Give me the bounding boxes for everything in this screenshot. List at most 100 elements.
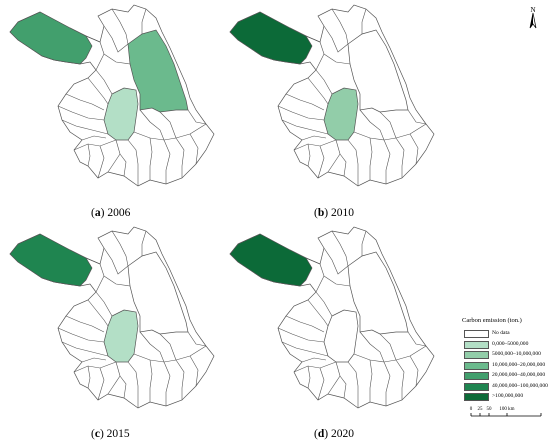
county-boundary: [307, 143, 311, 167]
legend-swatch: [464, 393, 489, 401]
county-boundary: [301, 135, 327, 141]
county-boundary: [409, 355, 419, 387]
region-huaian-south: [103, 309, 139, 363]
county-boundary: [73, 361, 117, 373]
map-panel-c: [0, 222, 228, 422]
county-boundary: [323, 247, 349, 275]
region-xuzhou: [9, 233, 93, 287]
county-boundary: [331, 8, 349, 45]
county-boundary: [95, 291, 113, 317]
county-boundary: [317, 145, 325, 179]
county-boundary: [277, 327, 325, 343]
north-arrow: N: [523, 4, 543, 30]
region-yancheng: [127, 29, 189, 113]
caption-d-year: 2020: [330, 428, 354, 440]
county-boundary: [81, 135, 107, 141]
county-boundary: [107, 361, 121, 395]
legend-item: >100,000,000: [462, 393, 550, 402]
county-boundary: [409, 133, 419, 165]
legend-label: 5000,000–10,000,000: [492, 351, 541, 357]
county-boundary: [159, 333, 177, 361]
map-panel-a: [0, 0, 228, 200]
region-huaian-south: [323, 87, 359, 141]
county-boundary: [163, 139, 171, 184]
map-2006: [9, 4, 215, 187]
county-boundary: [149, 137, 153, 180]
county-boundary: [395, 359, 405, 400]
caption-c-letter: c: [94, 428, 100, 440]
county-boundary: [305, 257, 325, 293]
county-boundary: [103, 25, 129, 53]
county-boundary: [175, 137, 185, 178]
county-boundary: [369, 359, 373, 402]
county-boundary: [57, 105, 105, 121]
map-panel-d: [220, 222, 448, 422]
county-boundary: [281, 119, 329, 135]
county-boundary: [383, 361, 391, 406]
county-boundary: [277, 105, 325, 121]
scale-tick-0: 0: [470, 407, 473, 412]
legend-item: 40,000,000–100,000,000: [462, 382, 550, 392]
map-2020: [229, 226, 435, 409]
county-boundary: [285, 93, 325, 111]
north-arrow-icon: N: [529, 6, 537, 29]
region-yancheng: [127, 251, 189, 335]
county-boundary: [65, 315, 105, 333]
caption-a: (a) 2006: [91, 207, 131, 219]
county-boundary: [133, 345, 207, 363]
county-boundary: [87, 299, 109, 327]
legend-label: No data: [492, 330, 510, 336]
legend-swatch: [464, 330, 489, 338]
region-yancheng: [347, 29, 409, 113]
county-boundary: [65, 93, 105, 111]
county-boundary: [379, 111, 397, 139]
county-boundary: [347, 361, 359, 408]
county-boundary: [119, 375, 127, 399]
county-boundary: [347, 139, 359, 186]
county-boundary: [305, 35, 325, 71]
county-boundary: [159, 111, 177, 139]
county-boundary: [81, 357, 107, 363]
county-boundary: [85, 35, 105, 71]
county-boundary: [111, 8, 129, 45]
county-boundary: [369, 137, 373, 180]
region-yancheng: [347, 251, 409, 335]
county-boundary: [187, 331, 207, 347]
county-boundary: [361, 230, 367, 256]
county-boundary: [317, 367, 325, 401]
county-boundary: [379, 333, 397, 361]
county-boundary: [95, 69, 113, 95]
scale-tick-25: 25: [478, 407, 484, 412]
caption-b-year: 2010: [330, 207, 354, 219]
legend-swatch: [464, 351, 489, 359]
county-boundary: [359, 331, 385, 363]
county-boundary: [339, 375, 347, 399]
county-boundary: [127, 139, 139, 186]
scale-bar: 0 25 50 100 km: [469, 404, 549, 424]
county-boundary: [87, 77, 109, 105]
county-boundary: [307, 299, 329, 327]
county-boundary: [353, 123, 427, 141]
legend-swatch: [464, 340, 489, 349]
county-boundary: [149, 359, 153, 402]
county-boundary: [327, 361, 341, 395]
legend-label: >100,000,000: [492, 393, 524, 399]
county-boundary: [323, 53, 351, 65]
county-boundary: [133, 123, 207, 141]
scale-tick-50: 50: [487, 407, 493, 412]
county-boundary: [163, 361, 171, 406]
caption-b-letter: b: [317, 207, 325, 219]
county-boundary: [301, 357, 327, 363]
county-boundary: [293, 139, 337, 151]
county-boundary: [87, 365, 91, 389]
county-boundary: [323, 275, 351, 287]
county-boundary: [85, 257, 105, 293]
region-xuzhou: [9, 11, 93, 65]
county-boundary: [331, 230, 349, 267]
legend-swatch: [464, 361, 489, 370]
county-boundary: [127, 361, 139, 408]
legend-swatch: [464, 372, 489, 380]
county-boundary: [141, 8, 147, 34]
county-boundary: [189, 133, 199, 165]
legend-item: 0,000–5000,000: [462, 340, 550, 350]
